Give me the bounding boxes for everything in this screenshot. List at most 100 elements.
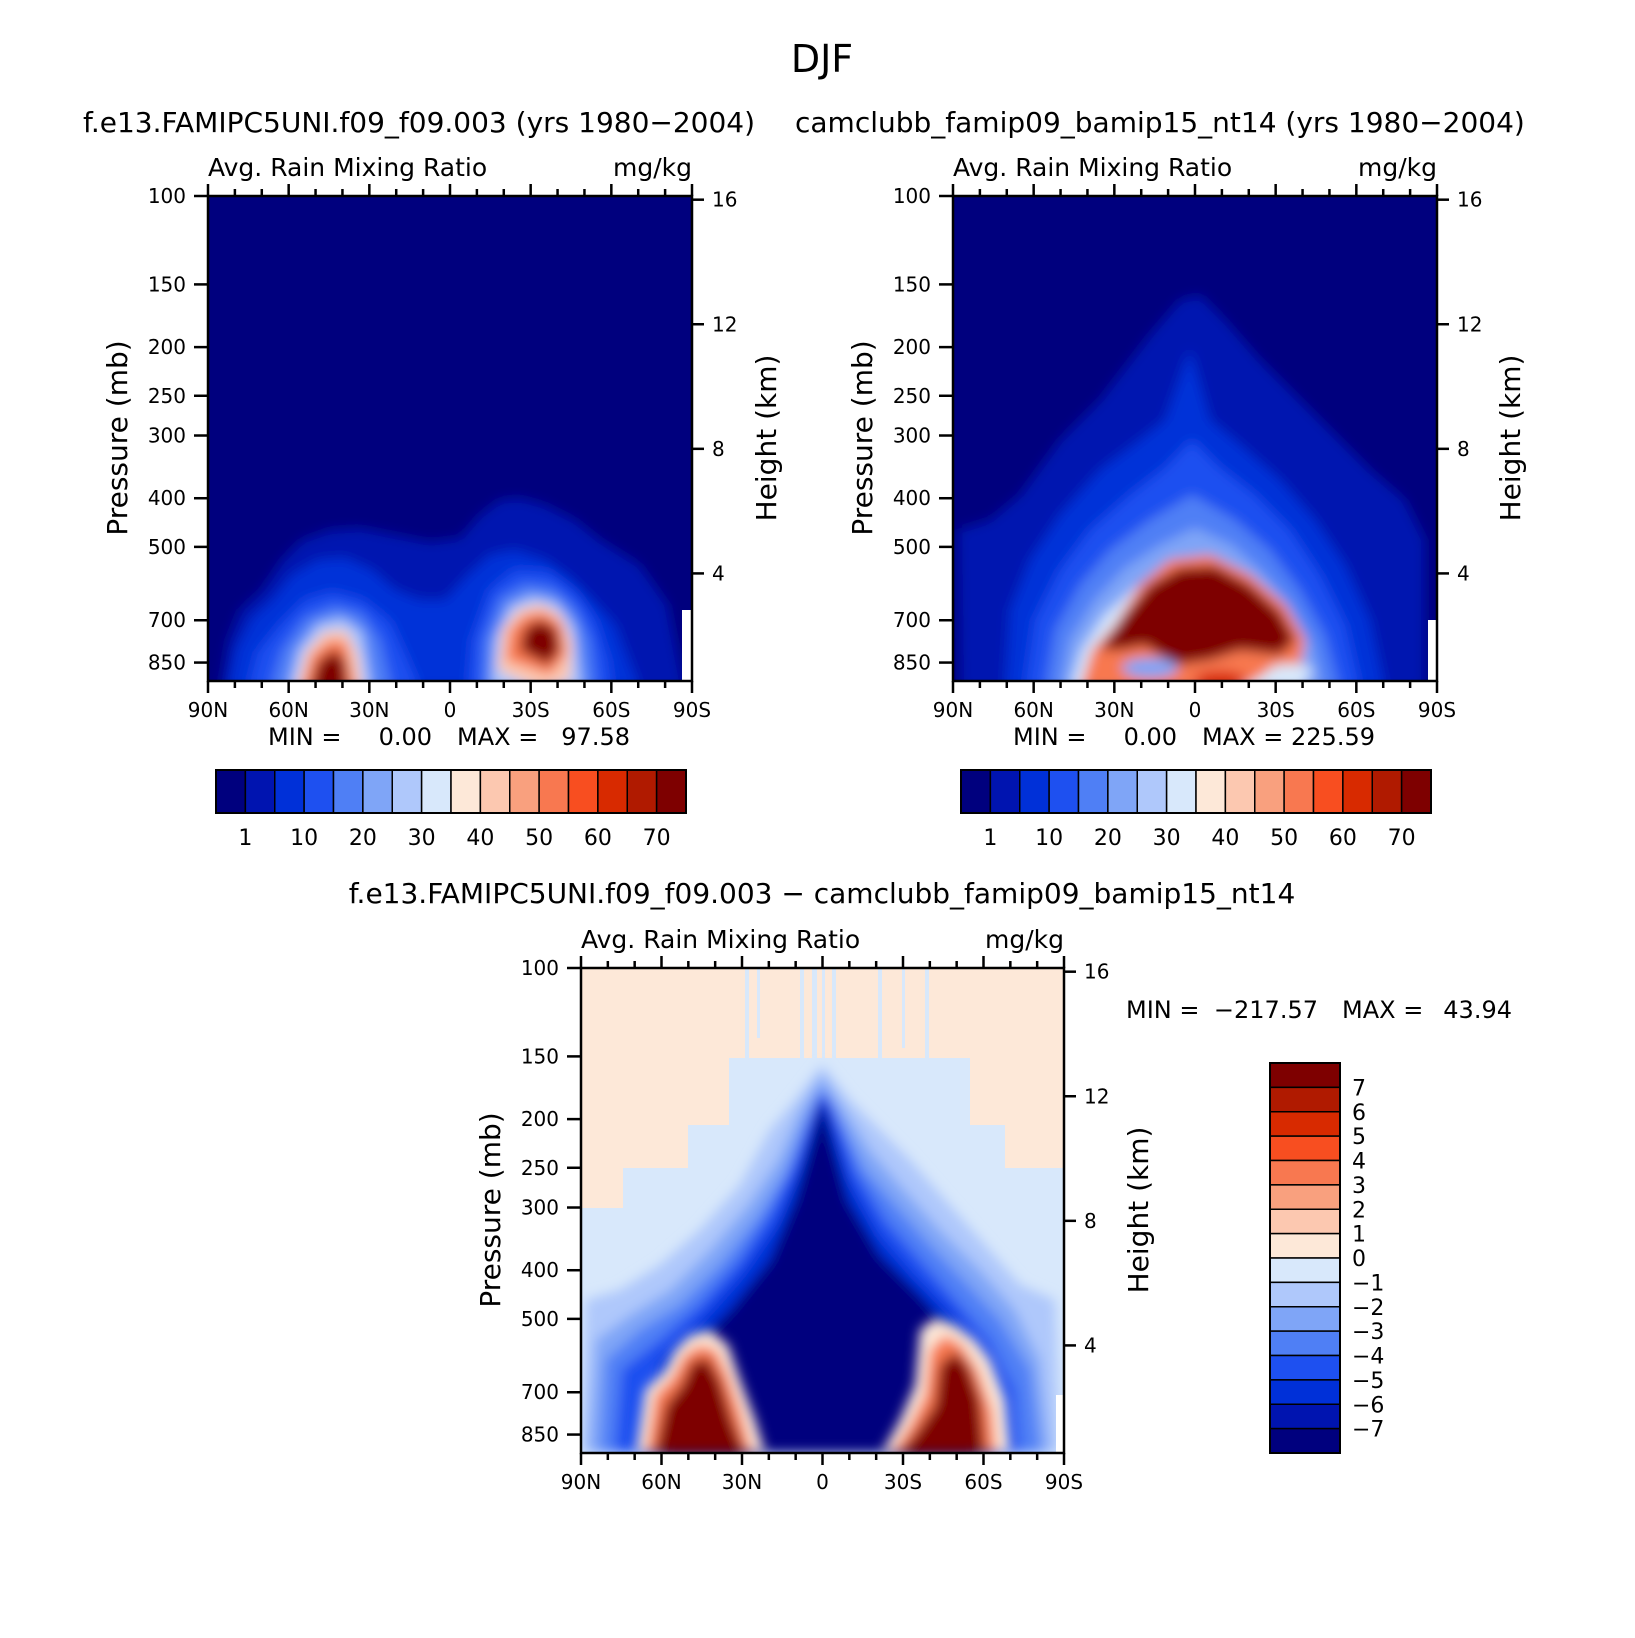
panel-a-y2-tick-label: 12 xyxy=(712,312,737,336)
panel-b-blue-pocket-1 xyxy=(1122,658,1178,678)
panel-c-x-tick-label: 60S xyxy=(964,1470,1002,1494)
panel-c-colorbar-swatch xyxy=(1269,1135,1341,1162)
panel-a-y-tick-label: 200 xyxy=(148,335,186,359)
panel-c-colorbar-swatch xyxy=(1269,1330,1341,1357)
panel-a-subtitle-right: mg/kg xyxy=(613,153,692,182)
panel-a-colorbar-swatch xyxy=(332,769,364,814)
panel-b-fill-layers xyxy=(958,295,1425,681)
panel-b-y-tick-label: 400 xyxy=(893,486,931,510)
panel-b-min-label: MIN = xyxy=(1013,723,1086,751)
panel-a-colorbar-swatch xyxy=(274,769,305,814)
panel-b-layer-8 xyxy=(1100,566,1295,665)
panel-b-colorbar-swatch xyxy=(1254,769,1285,814)
panel-c-y-tick-label: 100 xyxy=(521,956,559,980)
panel-b-colorbar-swatch xyxy=(1312,769,1344,814)
panel-a-y-tick-label: 700 xyxy=(148,608,186,632)
panel-c-y2-tick-label: 12 xyxy=(1084,1084,1109,1108)
panel-c: f.e13.FAMIPC5UNI.f09_f09.003 − camclubb_… xyxy=(349,877,1512,1494)
panel-a-layer-8 xyxy=(312,620,560,681)
panel-a-colorbar-swatch xyxy=(567,769,599,814)
panel-a-colorbar-label: 30 xyxy=(408,826,436,851)
panel-a-colorbar-label: 1 xyxy=(238,826,252,851)
panel-a-y2-tick-label: 16 xyxy=(712,188,737,212)
panel-b-colorbar-swatch xyxy=(1283,769,1315,814)
panel-c-colorbar-label: 2 xyxy=(1352,1198,1366,1223)
panel-a-colorbar-swatch xyxy=(597,769,628,814)
panel-b-title: camclubb_famip09_bamip15_nt14 (yrs 1980−… xyxy=(795,106,1525,139)
panel-c-colorbar-label: 1 xyxy=(1352,1223,1366,1248)
panel-a-y-tick-label: 150 xyxy=(148,272,186,296)
panel-b-y2-label: Height (km) xyxy=(1494,355,1527,522)
panel-b-blue-pocket-2 xyxy=(1268,664,1312,680)
panel-c-colorbar-swatch xyxy=(1269,1062,1341,1089)
panel-a-max-value: 97.58 xyxy=(561,723,630,751)
panel-c-x-tick-label: 30N xyxy=(722,1470,762,1494)
panel-c-colorbar-swatch xyxy=(1269,1086,1341,1113)
panel-b-y2-tick-label: 12 xyxy=(1457,312,1482,336)
panel-b-y-tick-label: 500 xyxy=(893,535,931,559)
panel-b-colorbar-swatch xyxy=(1400,769,1432,814)
panel-c-colorbar-swatch xyxy=(1269,1306,1341,1332)
panel-c-colorbar-frame xyxy=(1269,1062,1341,1454)
panel-c-y2-label: Height (km) xyxy=(1122,1127,1155,1294)
panel-b-colorbar: 1 10 20 30 40 50 60 70 xyxy=(960,769,1432,851)
panel-b-colorbar-swatch xyxy=(1371,769,1403,814)
panel-c-y-tick-label: 200 xyxy=(521,1107,559,1131)
panel-b-colorbar-swatch xyxy=(1165,769,1197,814)
panel-c-positive-cores xyxy=(636,1318,1010,1453)
panel-b-colorbar-swatch xyxy=(960,769,992,814)
panel-a-colorbar-label: 70 xyxy=(643,826,671,851)
panel-c-y-tick-label: 700 xyxy=(521,1380,559,1404)
panel-c-colorbar-label: 0 xyxy=(1352,1247,1366,1272)
panel-b-y-tick-label: 150 xyxy=(893,272,931,296)
panel-a-colorbar-swatch xyxy=(450,769,482,814)
panel-a-y-tick-label: 850 xyxy=(148,651,186,675)
panel-a-colorbar-swatch xyxy=(538,769,570,814)
panel-b-colorbar-label: 70 xyxy=(1388,826,1416,851)
panel-a-colorbar-swatch xyxy=(479,769,511,814)
panel-b-x-tick-label: 60N xyxy=(1013,698,1053,722)
panel-b-axes: 100 150 200 250 300 400 500 700 850 16 12 8 4 90N 60N 3… xyxy=(893,184,1482,722)
panel-c-y-label: Pressure (mb) xyxy=(474,1112,507,1307)
panel-b-y-label: Pressure (mb) xyxy=(846,340,879,535)
panel-a-colorbar-label: 40 xyxy=(466,826,494,851)
panel-c-x-tick-label: 30S xyxy=(884,1470,922,1494)
panel-c-missing-data xyxy=(1056,1395,1064,1453)
panel-b-missing-data xyxy=(1428,620,1437,681)
panel-c-max-value: 43.94 xyxy=(1443,996,1512,1024)
panel-a-colorbar-swatch xyxy=(509,769,540,814)
panel-c-colorbar-swatch xyxy=(1269,1159,1341,1186)
panel-c-colorbar-swatch xyxy=(1269,1403,1341,1430)
panel-a-x-tick-label: 90S xyxy=(673,698,711,722)
panel-c-y-tick-label: 400 xyxy=(521,1258,559,1282)
panel-c-min-value: −217.57 xyxy=(1214,996,1318,1024)
panel-c-x-tick-label: 90N xyxy=(561,1470,601,1494)
panel-b-x-tick-label: 90S xyxy=(1418,698,1456,722)
panel-c-colorbar-label: −3 xyxy=(1352,1320,1384,1345)
panel-b-colorbar-frame xyxy=(960,769,1432,814)
panel-b-y2-tick-label: 4 xyxy=(1457,561,1470,585)
panel-a-colorbar-swatch xyxy=(215,769,247,814)
panel-c-y2-tick-label: 8 xyxy=(1084,1209,1097,1233)
panel-a-x-tick-label: 60N xyxy=(268,698,308,722)
panel-c-colorbar-label: 4 xyxy=(1352,1150,1366,1175)
panel-c-subtitle-right: mg/kg xyxy=(985,925,1064,954)
panel-b-colorbar-swatch xyxy=(1224,769,1256,814)
panel-c-colorbar-label: 3 xyxy=(1352,1174,1366,1199)
panel-c-colorbar-label: −1 xyxy=(1352,1271,1384,1296)
panel-b-x-tick-label: 30N xyxy=(1094,698,1134,722)
panel-c-y-tick-label: 250 xyxy=(521,1156,559,1180)
panel-a-x-tick-label: 0 xyxy=(444,698,457,722)
panel-b-subtitle-right: mg/kg xyxy=(1358,153,1437,182)
panel-b-colorbar-swatch xyxy=(1107,769,1138,814)
panel-a-colorbar-swatch xyxy=(391,769,423,814)
panel-b-colorbar-swatch xyxy=(1136,769,1168,814)
panel-c-min-label: MIN = xyxy=(1126,996,1199,1024)
panel-c-colorbar-swatch xyxy=(1269,1232,1341,1259)
panel-c-colorbar-swatch xyxy=(1269,1111,1341,1137)
panel-c-colorbar-swatch xyxy=(1269,1208,1341,1235)
panel-c-axes: 100 150 200 250 300 400 500 700 850 16 12 8 4 90N 60N 3… xyxy=(521,956,1109,1494)
panel-b-colorbar-label: 40 xyxy=(1211,826,1239,851)
